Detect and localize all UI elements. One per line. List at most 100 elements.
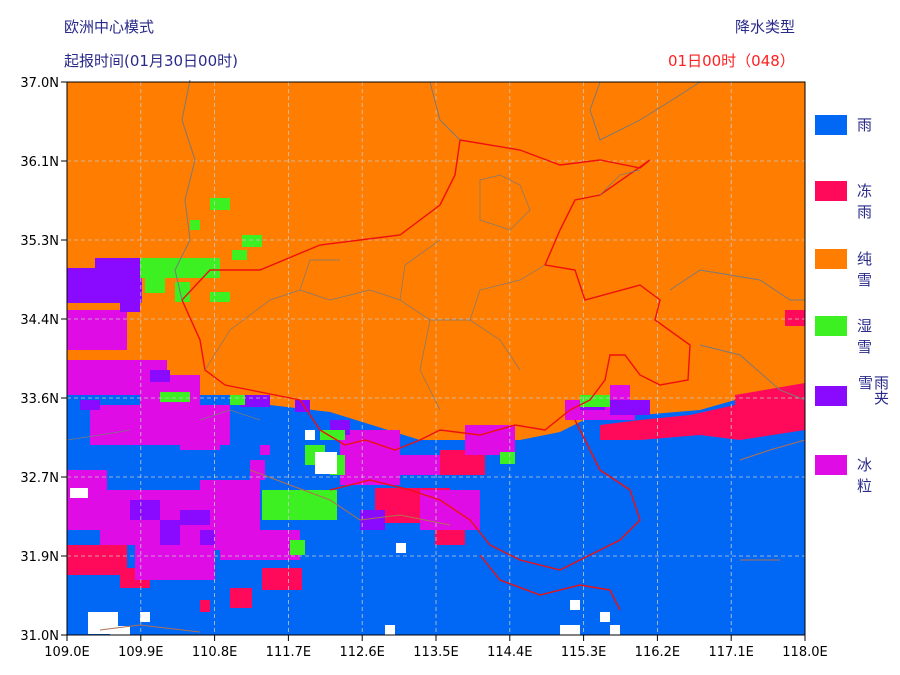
wet-snow-cell [210, 198, 230, 210]
lon-tick-label: 110.8E [192, 645, 237, 660]
boundary-layer [66, 79, 806, 633]
sleet-cell [130, 500, 160, 520]
product-title: 降水类型 [735, 18, 796, 36]
legend-label-ice-pellets: 冰粒 [857, 456, 873, 495]
wet-snow-cell [500, 452, 515, 464]
wet-snow-cell [210, 292, 230, 302]
sleet-cell [80, 400, 100, 410]
lon-tick-label: 113.5E [413, 645, 458, 660]
sleet-cell [95, 258, 140, 278]
no-data-cell [140, 612, 150, 622]
sleet-cell [200, 530, 215, 545]
sleet-cell [295, 400, 310, 412]
province-border-henan [181, 139, 691, 451]
lat-tick-label: 36.1N [20, 155, 59, 170]
sleet-cell [240, 395, 270, 407]
province-border-jiangsu [669, 269, 805, 301]
river [249, 469, 451, 526]
freezing-rain-west [67, 545, 127, 575]
wet-snow-cell [230, 395, 245, 405]
ice-pellets-cell [180, 425, 220, 450]
sleet-cell [180, 510, 210, 525]
ice-pellets-cell [260, 445, 270, 455]
freezing-rain-cell [262, 568, 302, 590]
lat-tick-label: 32.7N [20, 471, 59, 486]
legend-label-snow: 纯雪 [857, 250, 873, 289]
freezing-rain-cell [230, 588, 252, 608]
freezing-rain-cell [785, 310, 805, 326]
province-border-south [479, 554, 621, 611]
lat-tick-label: 33.6N [20, 392, 59, 407]
ice-pellets-cell [610, 385, 630, 400]
province-border-anhui [699, 344, 806, 401]
province-border-shanxi [429, 81, 461, 141]
wet-snow-cell [290, 540, 305, 555]
ice-pellets-cell [67, 310, 127, 350]
lon-tick-label: 114.4E [487, 645, 532, 660]
river [739, 439, 806, 561]
sleet-cell [610, 400, 650, 415]
legend-label-wet-snow: 湿雪 [857, 317, 873, 356]
sleet-cell [360, 510, 385, 530]
lon-tick-label: 111.7E [266, 645, 311, 660]
wet-snow-cell [140, 258, 220, 278]
no-data-cell [315, 452, 337, 474]
sleet-cell [150, 370, 170, 382]
county-border [204, 289, 521, 371]
legend-swatch-rain [815, 115, 847, 135]
wet-snow-cell [232, 250, 247, 260]
ice-pellets-cell [465, 425, 515, 455]
lon-tick-label: 112.6E [339, 645, 384, 660]
wet-snow-cell [580, 395, 610, 407]
legend-swatch-ice-pellets [815, 455, 847, 475]
lon-tick-label: 109.0E [44, 645, 89, 660]
ice-pellets-cell [220, 530, 300, 560]
no-data-cell [385, 625, 395, 635]
no-data-cell [600, 612, 610, 622]
freezing-rain-cell [200, 600, 210, 612]
legend-swatch-freezing-rain [815, 181, 847, 201]
lat-tick-label: 34.4N [20, 313, 59, 328]
lon-tick-label: 116.2E [635, 645, 680, 660]
freezing-rain-east [600, 383, 805, 440]
legend-label-freezing-rain: 冻雨 [857, 182, 873, 221]
river [99, 624, 201, 633]
no-data-cell [610, 625, 620, 635]
wet-snow-cell [190, 220, 200, 230]
lat-tick-label: 37.0N [20, 76, 59, 91]
no-data-cell [110, 626, 130, 635]
county-border [299, 239, 546, 411]
lat-tick-label: 31.9N [20, 550, 59, 565]
wet-snow-cell [160, 392, 190, 402]
wet-snow-cell [145, 278, 165, 293]
legend-swatch-sleet [815, 386, 847, 406]
issue-time: 起报时间(01月30日00时) [64, 52, 238, 70]
province-border-hubei [329, 419, 641, 571]
county-border [66, 409, 261, 441]
lat-tick-label: 35.3N [20, 234, 59, 249]
lon-tick-label: 118.0E [782, 645, 827, 660]
model-title: 欧洲中心模式 [64, 18, 155, 36]
ice-pellets-cell [395, 455, 440, 475]
ice-pellets-cell [340, 430, 400, 485]
lat-tick-label: 31.0N [20, 629, 59, 644]
valid-time: 01日00时（048） [668, 52, 795, 70]
no-data-cell [570, 600, 580, 610]
wet-snow-cell [262, 490, 337, 520]
sleet-cell [120, 292, 140, 312]
no-data-cell [396, 543, 406, 553]
legend-swatch-wet-snow [815, 316, 847, 336]
legend-label-sleet: 雨夹雪 [856, 375, 890, 405]
legend-label-rain: 雨 [857, 116, 873, 134]
province-border-shandong [589, 81, 701, 141]
wet-snow-cell [320, 430, 345, 440]
no-data-cell [560, 625, 580, 635]
sleet-cell [160, 520, 180, 545]
ice-pellets-cell [250, 460, 265, 480]
lon-tick-label: 117.1E [708, 645, 753, 660]
axis-ticks: 37.0N 36.1N 35.3N 34.4N 33.6N 32.7N 31.9N 31.0N… [20, 76, 827, 660]
wet-snow-cell [242, 235, 262, 247]
lon-tick-label: 109.9E [118, 645, 163, 660]
province-border-shaanxi [174, 79, 196, 301]
